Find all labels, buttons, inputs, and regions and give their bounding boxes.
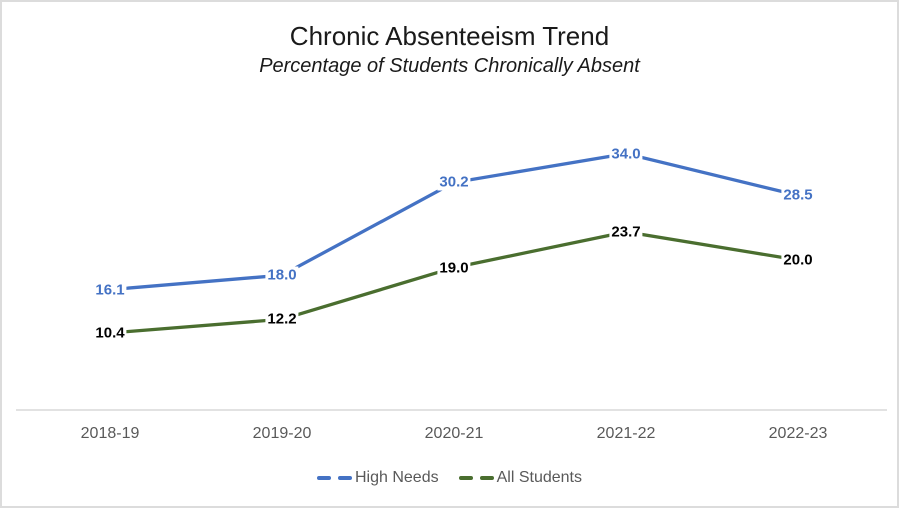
x-tick-label-2022-23: 2022-23	[768, 425, 828, 442]
legend-dash-icon	[458, 476, 473, 480]
legend-dash-icon	[338, 476, 352, 480]
data-label-high-needs-2020-21: 30.2	[437, 173, 471, 191]
data-label-high-needs-2018-19: 16.1	[93, 281, 127, 299]
data-label-all-students-2018-19: 10.4	[93, 324, 127, 342]
legend-label-high-needs: High Needs	[355, 469, 439, 486]
x-tick-label-2020-21: 2020-21	[424, 425, 484, 442]
legend-item-all-students: All Students	[458, 469, 582, 487]
data-label-all-students-2022-23: 20.0	[781, 251, 815, 269]
x-tick-label-2018-19: 2018-19	[80, 425, 140, 442]
data-label-all-students-2019-20: 12.2	[265, 310, 299, 328]
data-label-all-students-2021-22: 23.7	[609, 223, 643, 241]
legend-dashed-line-icon	[317, 476, 352, 480]
x-tick-label-2021-22: 2021-22	[596, 425, 656, 442]
data-label-high-needs-2021-22: 34.0	[609, 145, 643, 163]
legend-item-high-needs: High Needs	[317, 469, 439, 487]
x-tick-label-2019-20: 2019-20	[252, 425, 312, 442]
legend-dashed-line-icon	[458, 476, 494, 480]
data-label-high-needs-2022-23: 28.5	[781, 186, 815, 204]
data-label-high-needs-2019-20: 18.0	[265, 266, 299, 284]
chart-title: Chronic Absenteeism Trend	[289, 21, 610, 51]
legend: High Needs All Students	[2, 469, 897, 487]
legend-dash-icon	[479, 476, 494, 480]
chart-subtitle: Percentage of Students Chronically Absen…	[259, 55, 640, 77]
legend-dash-icon	[317, 476, 331, 480]
data-label-all-students-2020-21: 19.0	[437, 259, 471, 277]
legend-label-all-students: All Students	[496, 469, 582, 486]
